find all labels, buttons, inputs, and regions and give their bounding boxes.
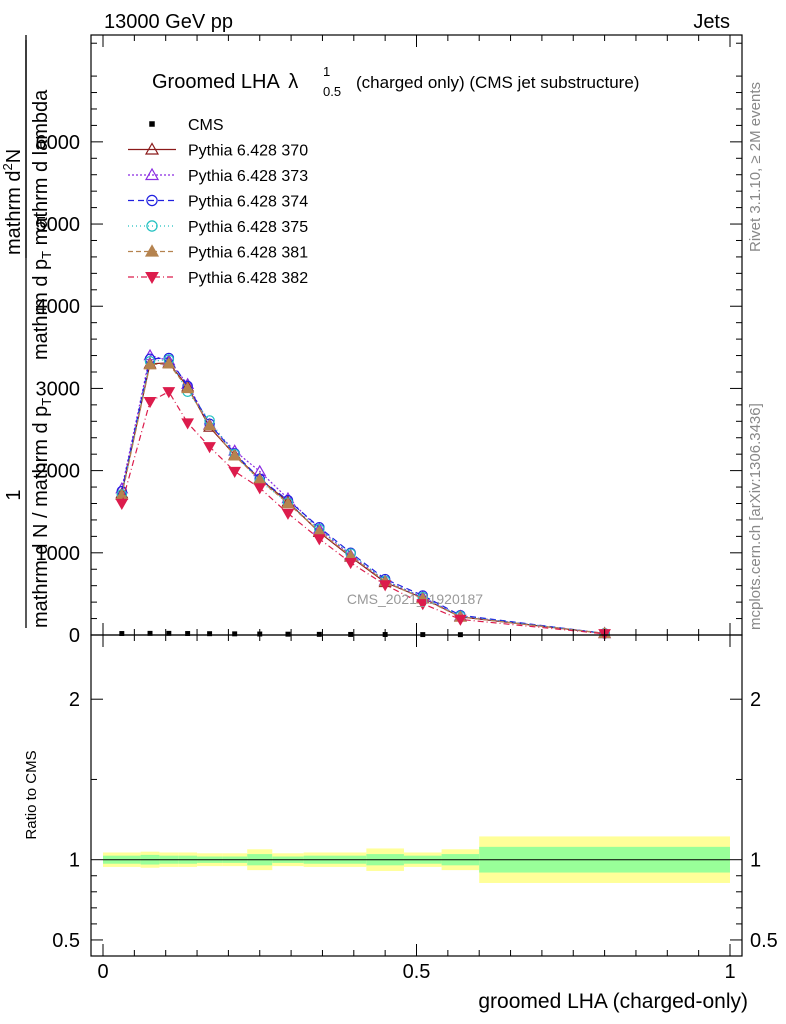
legend-marker <box>144 167 160 181</box>
ratio-frame <box>90 634 743 957</box>
ratio-y-tick-label: 2 <box>69 689 80 711</box>
ylabel-overlay-2: mathrm d pT mathrm d lambda <box>30 89 54 360</box>
data-point-cms <box>207 631 213 637</box>
legend-entry-py373: Pythia 6.428 373 <box>128 167 308 185</box>
legend-marker <box>144 244 160 257</box>
data-point-py382 <box>344 558 358 570</box>
legend-label: Pythia 6.428 381 <box>188 245 308 262</box>
svg-text:Groomed LHA λ: Groomed LHA λ <box>152 71 298 93</box>
legend-marker <box>145 272 159 285</box>
data-point-py381 <box>281 496 295 509</box>
ratio-panel: 0.5 0.51 12 2 0 0.5 1 Ratio to CMS groomed LH… <box>23 634 778 1013</box>
legend-label: Pythia 6.428 373 <box>188 168 308 185</box>
legend-entry-py381: Pythia 6.428 381 <box>128 244 308 262</box>
legend-label: Pythia 6.428 375 <box>188 219 308 236</box>
data-point-py382 <box>143 396 157 409</box>
data-point-cms <box>185 631 191 636</box>
title-sub: 0.5 <box>323 84 341 99</box>
rivet-label: Rivet 3.1.10, ≥ 2M events <box>747 82 764 252</box>
data-point-py381 <box>162 357 176 369</box>
data-point-py382 <box>228 466 242 478</box>
title-sup: 1 <box>323 64 330 79</box>
x-axis-label: groomed LHA (charged-only) <box>478 990 748 1013</box>
data-point-cms <box>119 631 125 636</box>
ratio-y-ticks: 0.5 0.5 1 1 2 2 <box>52 689 778 952</box>
y-tick-label: 5000 <box>36 214 81 236</box>
y-tick-label: 2000 <box>36 461 81 483</box>
y-tick-label: 0 <box>69 625 80 647</box>
x-tick-label: 1 <box>724 961 735 983</box>
data-point-py382 <box>312 534 326 546</box>
data-point-py382 <box>203 442 216 454</box>
data-point-cms <box>147 630 153 636</box>
y-tick-label: 3000 <box>36 378 81 400</box>
data-point-py382 <box>416 599 430 611</box>
ylabel-numerator: 1 <box>3 489 25 500</box>
series-py382 <box>115 387 611 641</box>
y-axis-label: 1 mathrm d N / mathrm d pT mathrm d2N ma… <box>0 35 54 628</box>
data-point-py381 <box>203 418 217 431</box>
data-point-py382 <box>253 483 267 495</box>
data-point-cms <box>285 631 291 637</box>
legend-entry-py382: Pythia 6.428 382 <box>128 270 308 287</box>
legend-label: Pythia 6.428 382 <box>188 270 308 287</box>
legend-entry-py374: Pythia 6.428 374 <box>128 194 308 211</box>
data-point-cms <box>166 630 172 636</box>
data-point-py382 <box>181 418 195 430</box>
main-panel: 0 1000 2000 3000 4000 5000 6000 Groomed LHA λ … <box>0 34 743 647</box>
ylabel-denominator: mathrm d N / mathrm d pT <box>30 398 54 628</box>
ylabel-overlay-1: mathrm d2N <box>0 149 25 255</box>
ratio-y-tick-label-right: 0.5 <box>750 930 778 952</box>
header-left: 13000 GeV pp <box>104 11 233 33</box>
data-point-py381 <box>143 357 157 370</box>
series-line-py374 <box>121 357 605 634</box>
chart-title: Groomed LHA λ 1 0.5 (charged only) (CMS … <box>152 64 639 99</box>
ratio-y-tick-label-right: 1 <box>750 850 761 872</box>
y-tick-label: 1000 <box>36 543 81 565</box>
x-tick-label: 0 <box>97 961 108 983</box>
x-tick-label: 0.5 <box>403 961 431 983</box>
title-rest: (charged only) (CMS jet substructure) <box>356 73 639 92</box>
title-main: Groomed LHA <box>152 71 280 93</box>
legend-entry-py375: Pythia 6.428 375 <box>128 219 308 236</box>
legend-marker <box>149 121 155 127</box>
legend: CMS Pythia 6.428 370 Pythia 6.428 373 Pythi… <box>128 117 308 287</box>
watermark: CMS_2021_I1920187 <box>347 591 483 607</box>
data-point-py382 <box>454 614 467 626</box>
series-line-py381 <box>121 363 605 634</box>
legend-entry-cms: CMS <box>149 117 224 134</box>
mcplots-label: mcplots.cern.ch [arXiv:1306.3436] <box>747 403 764 630</box>
ratio-x-ticks: 0 0.5 1 <box>97 635 736 983</box>
data-point-py382 <box>162 387 176 399</box>
data-point-py381 <box>228 449 242 461</box>
ratio-y-label: Ratio to CMS <box>23 750 40 839</box>
ratio-y-tick-label: 0.5 <box>52 930 80 952</box>
header-right: Jets <box>693 11 730 33</box>
data-point-py382 <box>115 498 129 511</box>
data-point-py382 <box>281 508 295 520</box>
legend-label: Pythia 6.428 374 <box>188 194 308 211</box>
data-point-cms <box>232 631 238 637</box>
legend-label: Pythia 6.428 370 <box>188 143 308 160</box>
legend-entry-py370: Pythia 6.428 370 <box>128 142 308 160</box>
legend-marker <box>146 220 158 232</box>
data-point-cms <box>316 631 322 637</box>
main-x-ticks <box>102 35 731 635</box>
ratio-y-tick-label-right: 2 <box>750 689 761 711</box>
legend-marker <box>146 194 158 207</box>
legend-marker <box>144 142 160 155</box>
legend-label: CMS <box>188 117 224 134</box>
y-tick-label: 4000 <box>36 296 81 318</box>
main-curves <box>115 348 612 641</box>
main-y-ticks: 0 1000 2000 3000 4000 5000 6000 <box>36 42 742 647</box>
series-line-py382 <box>121 390 605 635</box>
y-tick-label: 6000 <box>36 132 81 154</box>
data-point-py381 <box>181 381 195 394</box>
title-lambda: λ <box>288 71 298 93</box>
data-point-py382 <box>378 580 392 592</box>
ratio-y-tick-label: 1 <box>69 850 80 872</box>
